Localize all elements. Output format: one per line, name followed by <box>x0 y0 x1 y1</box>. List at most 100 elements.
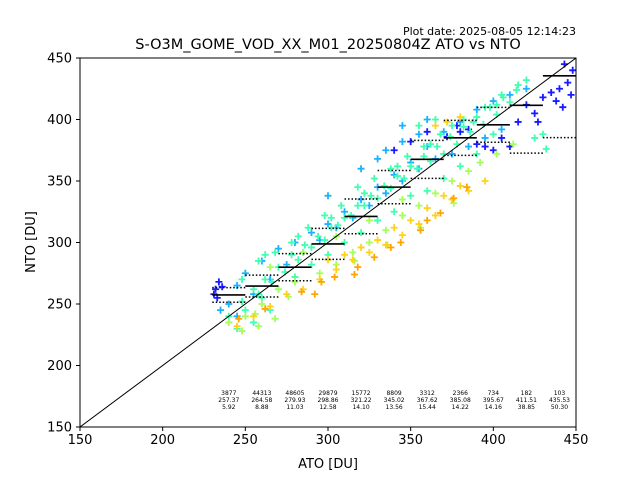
scatter-point <box>448 122 456 130</box>
scatter-point <box>431 122 439 130</box>
scatter-point <box>349 248 357 256</box>
scatter-point <box>324 192 332 200</box>
scatter-point <box>367 192 375 200</box>
scatter-point <box>314 232 322 240</box>
scatter-point <box>423 216 431 224</box>
scatter-point <box>274 285 282 293</box>
scatter-point <box>382 226 390 234</box>
scatter-point <box>407 162 415 170</box>
scatter-point <box>321 236 329 244</box>
scatter-point <box>341 239 349 246</box>
scatter-point <box>294 232 302 240</box>
scatter-point <box>255 322 263 330</box>
bin-mean-label: 395.67 <box>483 397 504 404</box>
bin-statistics-layer <box>212 58 576 303</box>
scatter-point <box>512 86 520 94</box>
scatter-point <box>341 214 349 222</box>
scatter-point <box>431 116 439 123</box>
bin-mean-label: 345.02 <box>384 397 405 404</box>
scatter-point <box>522 76 530 84</box>
scatter-point <box>390 224 398 232</box>
bin-std-label: 5.92 <box>222 404 236 411</box>
scatter-point <box>337 202 345 210</box>
scatter-point <box>514 118 522 126</box>
scatter-point <box>498 125 506 133</box>
scatter-point <box>552 97 560 105</box>
scatter-point <box>250 318 258 326</box>
bin-mean-label: 257.37 <box>218 397 239 404</box>
bin-count-label: 3877 <box>221 390 236 397</box>
bin-std-label: 50.30 <box>551 404 568 411</box>
scatter-point <box>440 192 448 200</box>
scatter-point <box>534 118 542 126</box>
scatter-point <box>473 113 481 121</box>
scatter-point <box>374 194 382 202</box>
y-tick-label: 250 <box>47 298 72 313</box>
scatter-point <box>341 251 349 259</box>
scatter-point <box>347 211 355 219</box>
scatter-point <box>317 278 325 286</box>
bin-count-label: 182 <box>521 390 533 397</box>
scatter-point <box>398 195 406 203</box>
scatter-point <box>354 202 362 210</box>
scatter-point <box>466 128 474 136</box>
x-tick-label: 450 <box>564 433 589 448</box>
scatter-point <box>365 216 373 224</box>
scatter-point <box>481 143 489 151</box>
scatter-point <box>413 165 421 173</box>
scatter-point <box>298 288 306 296</box>
scatter-point <box>460 123 468 131</box>
scatter-point <box>255 257 263 265</box>
scatter-point <box>398 231 406 239</box>
scatter-point <box>465 143 473 151</box>
scatter-point <box>431 211 439 219</box>
x-tick-label: 150 <box>68 433 93 448</box>
scatter-point <box>415 220 423 228</box>
scatter-point <box>387 184 395 192</box>
bin-count-label: 15772 <box>352 390 371 397</box>
scatter-point <box>233 322 241 330</box>
scatter-point <box>407 138 415 146</box>
x-tick-label: 250 <box>233 433 258 448</box>
scatter-point <box>415 202 423 210</box>
scatter-point <box>476 159 484 167</box>
bin-count-label: 103 <box>554 390 566 397</box>
bin-mean-label: 264.58 <box>251 397 272 404</box>
scatter-point <box>365 248 373 256</box>
scatter-point <box>327 214 335 222</box>
scatter-point <box>423 187 431 195</box>
bin-mean-label: 321.22 <box>351 397 372 404</box>
scatter-point <box>489 146 497 154</box>
scatter-point <box>288 239 296 246</box>
y-tick-label: 350 <box>47 175 72 190</box>
plot-date-label: Plot date: 2025-08-05 12:14:23 <box>403 25 576 38</box>
scatter-point <box>374 155 382 163</box>
scatter-point <box>569 66 576 74</box>
x-tick-label: 200 <box>150 433 175 448</box>
scatter-point <box>436 130 444 138</box>
bin-std-label: 11.03 <box>286 404 303 411</box>
scatter-point <box>357 243 365 251</box>
reference-line <box>80 58 576 427</box>
scatter-point <box>420 143 428 151</box>
scatter-point <box>235 315 243 323</box>
bin-mean-label: 411.51 <box>516 397 537 404</box>
scatter-point <box>398 122 406 130</box>
x-axis: 150 200 250 300 350 400 450 <box>68 427 589 448</box>
y-tick-label: 450 <box>47 52 72 67</box>
scatter-point <box>456 128 464 136</box>
scatter-point <box>555 85 563 93</box>
scatter-point <box>493 150 501 158</box>
y-tick-label: 300 <box>47 236 72 251</box>
scatter-point <box>415 130 423 138</box>
scatter-point <box>374 236 382 244</box>
scatter-point <box>387 243 395 251</box>
scatter-point <box>514 81 522 89</box>
scatter-point <box>250 285 258 293</box>
scatter-point <box>238 275 246 283</box>
scatter-point <box>456 182 464 190</box>
scatter-point <box>531 134 539 142</box>
scatter-point <box>304 224 312 232</box>
scatter-point <box>307 261 315 269</box>
